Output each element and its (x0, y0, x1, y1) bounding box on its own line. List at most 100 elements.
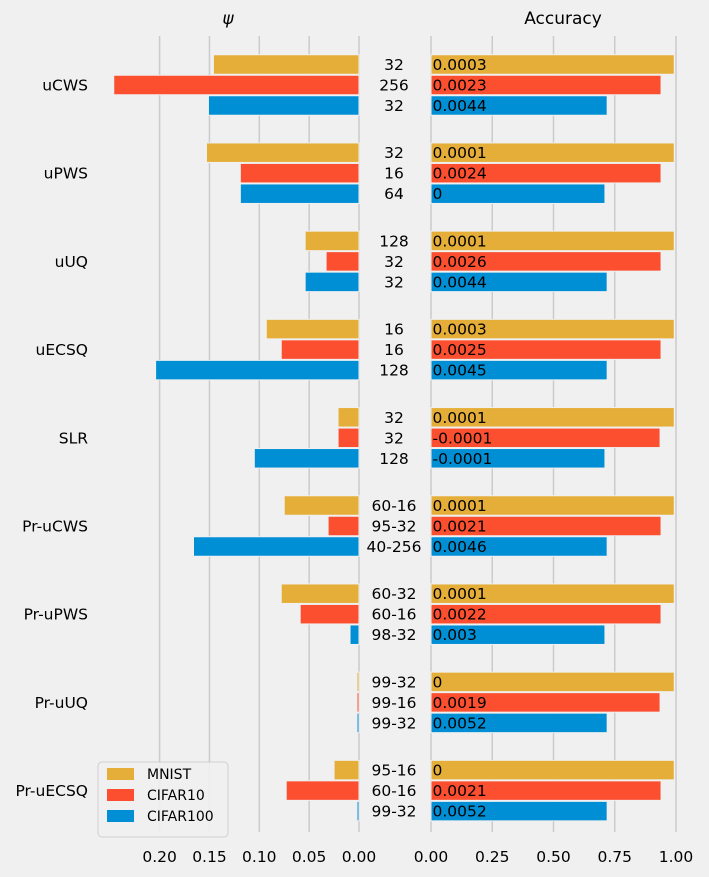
bar-accuracy-cifar10 (430, 603, 662, 625)
bar-label-accuracy-cifar10: -0.0001 (433, 429, 493, 447)
category-label: Pr-uCWS (22, 518, 88, 536)
center-label-cifar100: 32 (384, 97, 404, 115)
bar-psi-cifar100 (304, 271, 360, 293)
bar-label-accuracy-cifar10: 0.0023 (433, 77, 487, 95)
bar-accuracy-cifar100 (430, 536, 608, 557)
bar-label-accuracy-mnist: 0.0001 (433, 232, 487, 250)
center-label-cifar100: 40-256 (367, 538, 422, 556)
bar-psi-cifar10 (327, 515, 360, 537)
center-label-mnist: 95-16 (371, 762, 416, 780)
bar-label-accuracy-cifar100: -0.0001 (433, 450, 493, 468)
center-label-cifar10: 16 (384, 165, 404, 183)
tick-label-accuracy: 1.00 (659, 848, 694, 866)
bar-label-accuracy-mnist: 0 (433, 673, 443, 691)
tick-label-accuracy: 0.25 (475, 848, 510, 866)
center-label-mnist: 99-32 (371, 673, 416, 691)
bar-psi-mnist (283, 495, 360, 516)
bar-accuracy-cifar100 (430, 624, 606, 645)
bar-label-accuracy-mnist: 0.0001 (433, 497, 487, 515)
bar-accuracy-cifar100 (430, 359, 608, 381)
bar-accuracy-cifar10 (430, 251, 662, 272)
bar-label-accuracy-mnist: 0.0001 (433, 585, 487, 603)
bar-psi-mnist (304, 230, 360, 252)
tick-label-accuracy: 0.75 (597, 848, 632, 866)
bar-psi-cifar100 (192, 536, 360, 557)
category-label: SLR (59, 429, 88, 447)
bar-label-accuracy-cifar10: 0.0026 (433, 253, 487, 271)
tick-label-psi: 0.05 (292, 848, 327, 866)
center-label-mnist: 32 (384, 56, 404, 74)
center-label-mnist: 128 (379, 232, 409, 250)
bar-accuracy-cifar100 (430, 271, 608, 293)
bar-psi-cifar10 (299, 603, 360, 625)
center-label-cifar10: 16 (384, 341, 404, 359)
tick-label-psi: 0.10 (242, 848, 277, 866)
bar-psi-cifar100 (155, 359, 360, 381)
panel-title-accuracy: Accuracy (524, 9, 602, 29)
bar-accuracy-cifar10 (430, 74, 662, 96)
category-label: uECSQ (36, 341, 88, 359)
category-label: Pr-uPWS (24, 606, 88, 624)
bar-psi-mnist (337, 407, 360, 428)
bar-label-accuracy-cifar10: 0.0022 (433, 606, 487, 624)
bar-psi-cifar10 (113, 74, 360, 96)
bar-accuracy-mnist (430, 671, 675, 693)
bar-accuracy-cifar10 (430, 162, 662, 184)
bar-label-accuracy-mnist: 0.0003 (433, 56, 487, 74)
bar-psi-cifar10 (337, 427, 360, 449)
bar-psi-cifar100 (356, 712, 360, 734)
bar-label-accuracy-cifar100: 0.0052 (433, 803, 487, 821)
center-label-mnist: 60-16 (371, 497, 416, 515)
panel-title-psi: ψ (222, 9, 234, 29)
bar-label-accuracy-cifar100: 0.0044 (433, 273, 487, 291)
bar-accuracy-mnist (430, 142, 675, 163)
bar-label-accuracy-cifar100: 0.0045 (433, 362, 487, 380)
center-label-cifar10: 32 (384, 253, 404, 271)
center-label-cifar10: 60-16 (371, 606, 416, 624)
center-label-cifar100: 64 (384, 185, 404, 203)
bar-label-accuracy-cifar100: 0.0044 (433, 97, 487, 115)
tick-label-psi: 0.15 (192, 848, 227, 866)
bar-accuracy-cifar10 (430, 780, 662, 801)
bar-accuracy-cifar10 (430, 339, 662, 360)
bar-label-accuracy-cifar10: 0.0025 (433, 341, 487, 359)
category-label: uUQ (55, 253, 88, 271)
center-label-cifar100: 99-32 (371, 803, 416, 821)
bar-accuracy-mnist (430, 759, 675, 781)
tick-label-psi: 0.00 (342, 848, 377, 866)
center-label-cifar100: 128 (379, 450, 409, 468)
bar-psi-cifar10 (239, 162, 360, 184)
bar-psi-cifar100 (253, 448, 360, 469)
category-label: Pr-uUQ (35, 694, 88, 712)
bar-psi-cifar10 (285, 780, 360, 801)
bar-label-accuracy-mnist: 0.0003 (433, 321, 487, 339)
bar-psi-mnist (265, 318, 360, 340)
bar-label-accuracy-mnist: 0 (433, 762, 443, 780)
legend-swatch-cifar10 (107, 789, 134, 801)
bar-label-accuracy-mnist: 0.0001 (433, 409, 487, 427)
center-label-cifar10: 32 (384, 429, 404, 447)
bar-label-accuracy-cifar10: 0.0019 (433, 694, 487, 712)
category-label: uCWS (42, 77, 88, 95)
bar-accuracy-cifar10 (430, 427, 661, 449)
bar-label-accuracy-cifar100: 0.0046 (433, 538, 487, 556)
category-label: uPWS (44, 165, 88, 183)
bar-label-accuracy-cifar100: 0 (433, 185, 443, 203)
bar-label-accuracy-cifar10: 0.0024 (433, 165, 487, 183)
bar-accuracy-cifar100 (430, 448, 606, 469)
bar-psi-mnist (212, 54, 360, 75)
center-label-cifar10: 95-32 (371, 518, 416, 536)
bar-psi-mnist (205, 142, 360, 163)
bar-label-accuracy-cifar100: 0.003 (433, 626, 477, 644)
tick-label-accuracy: 0.50 (536, 848, 571, 866)
bar-psi-cifar100 (207, 95, 360, 116)
category-label: Pr-uECSQ (15, 782, 88, 800)
bar-psi-cifar100 (239, 183, 360, 204)
tick-label-accuracy: 0.00 (414, 848, 449, 866)
bar-accuracy-cifar10 (430, 692, 661, 713)
bar-psi-cifar10 (280, 339, 360, 360)
center-label-cifar100: 99-32 (371, 714, 416, 732)
bar-accuracy-cifar100 (430, 95, 608, 116)
